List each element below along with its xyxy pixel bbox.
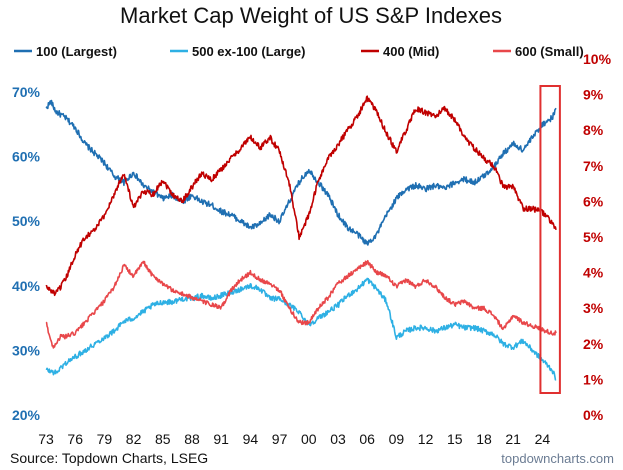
left-tick-label: 40%	[12, 278, 41, 294]
right-tick-label: 2%	[583, 336, 604, 352]
right-tick-label: 8%	[583, 122, 604, 138]
series-line	[45, 95, 557, 297]
x-tick-label: 03	[330, 431, 346, 447]
x-tick-label: 82	[126, 431, 142, 447]
x-tick-label: 91	[213, 431, 229, 447]
legend-label: 500 ex-100 (Large)	[192, 44, 305, 59]
x-tick-label: 12	[418, 431, 434, 447]
right-tick-label: 9%	[583, 87, 604, 103]
x-tick-label: 73	[38, 431, 54, 447]
right-tick-label: 7%	[583, 158, 604, 174]
watermark: topdowncharts.com	[501, 451, 614, 466]
x-tick-label: 94	[243, 431, 259, 447]
x-axis: 73 76 79 82 85 88 91 94 97 00 03 06 09 12 15 18 21 24	[38, 431, 550, 447]
legend-label: 400 (Mid)	[383, 44, 439, 59]
left-tick-label: 70%	[12, 84, 41, 100]
legend: 100 (Largest) 500 ex-100 (Large) 400 (Mid)…	[14, 44, 584, 59]
x-tick-label: 09	[389, 431, 405, 447]
x-tick-label: 79	[97, 431, 113, 447]
source-note: Source: Topdown Charts, LSEG	[10, 450, 208, 466]
left-axis: 20% 30% 40% 50% 60% 70%	[12, 84, 41, 423]
left-tick-label: 30%	[12, 342, 41, 358]
x-tick-label: 15	[447, 431, 463, 447]
right-tick-label: 4%	[583, 265, 604, 281]
legend-label: 100 (Largest)	[36, 44, 117, 59]
left-tick-label: 60%	[12, 149, 41, 165]
x-tick-label: 85	[155, 431, 171, 447]
right-tick-label: 0%	[583, 407, 604, 423]
x-tick-label: 21	[505, 431, 521, 447]
series-line	[45, 99, 557, 246]
right-tick-label: 5%	[583, 229, 604, 245]
series-lines	[45, 95, 557, 381]
right-tick-label: 10%	[583, 51, 612, 67]
right-tick-label: 6%	[583, 193, 604, 209]
legend-label: 600 (Small)	[515, 44, 584, 59]
left-tick-label: 50%	[12, 213, 41, 229]
right-tick-label: 1%	[583, 371, 604, 387]
chart-title: Market Cap Weight of US S&P Indexes	[120, 3, 502, 28]
x-tick-label: 24	[535, 431, 551, 447]
left-tick-label: 20%	[12, 407, 41, 423]
x-tick-label: 00	[301, 431, 317, 447]
series-line	[45, 277, 557, 381]
right-axis: 0% 1% 2% 3% 4% 5% 6% 7% 8% 9% 10%	[583, 51, 612, 423]
x-tick-label: 06	[359, 431, 375, 447]
highlight-box	[539, 85, 561, 394]
x-tick-label: 97	[272, 431, 288, 447]
x-tick-label: 76	[67, 431, 83, 447]
right-tick-label: 3%	[583, 300, 604, 316]
x-tick-label: 88	[184, 431, 200, 447]
series-line	[45, 259, 557, 349]
x-tick-label: 18	[476, 431, 492, 447]
